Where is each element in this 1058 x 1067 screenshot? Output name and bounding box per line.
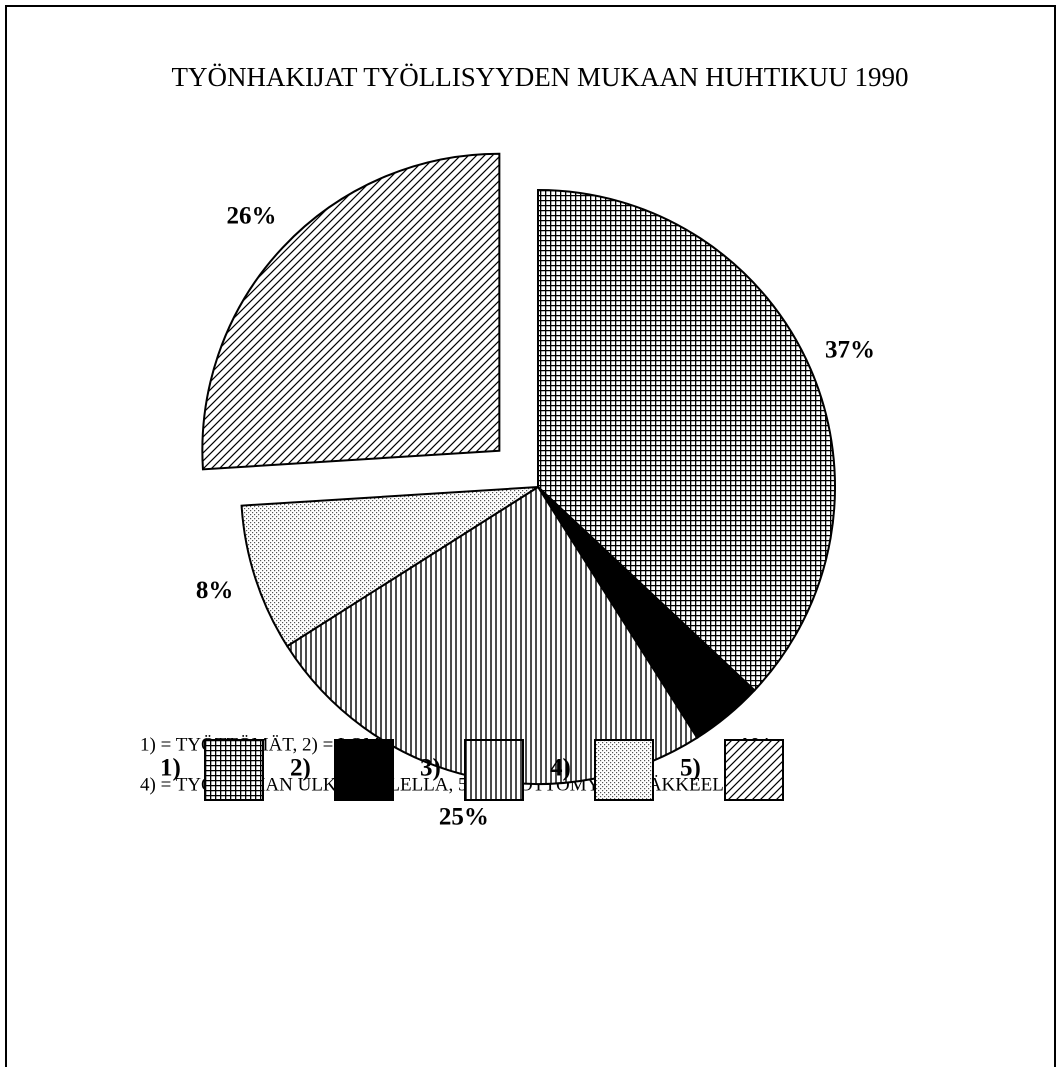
legend-swatch xyxy=(724,739,784,801)
legend-label: 3) xyxy=(420,755,441,782)
legend-swatch xyxy=(464,739,524,801)
chart-title: TYÖNHAKIJAT TYÖLLISYYDEN MUKAAN HUHTIKUU… xyxy=(172,62,909,92)
pie-slice xyxy=(240,486,539,648)
legend-label: 4) xyxy=(550,755,571,782)
legend-label: 5) xyxy=(680,755,701,782)
legend-label: 2) xyxy=(290,755,311,782)
pie-slice xyxy=(537,188,836,692)
value-label: 37% xyxy=(825,337,875,364)
value-label: 25% xyxy=(439,804,489,831)
value-label: 26% xyxy=(227,203,277,230)
legend-swatch xyxy=(334,739,394,801)
value-label: 8% xyxy=(196,577,234,604)
legend-swatch xyxy=(204,739,264,801)
frame xyxy=(5,5,1056,1067)
legend-label: 1) xyxy=(160,755,181,782)
legend-swatch xyxy=(594,739,654,801)
pie-slice xyxy=(201,152,501,471)
